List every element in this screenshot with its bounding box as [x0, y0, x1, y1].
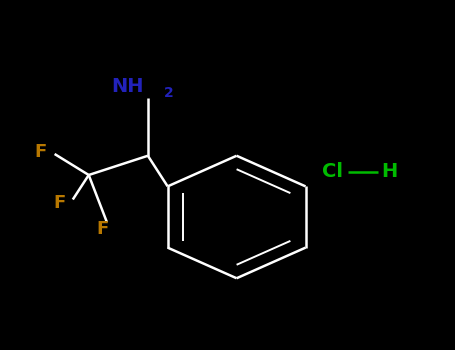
- Text: F: F: [53, 194, 65, 212]
- Text: NH: NH: [111, 77, 143, 96]
- Text: F: F: [35, 143, 47, 161]
- Text: H: H: [381, 162, 397, 181]
- Text: Cl: Cl: [322, 162, 343, 181]
- Text: F: F: [96, 220, 108, 238]
- Text: 2: 2: [164, 86, 173, 100]
